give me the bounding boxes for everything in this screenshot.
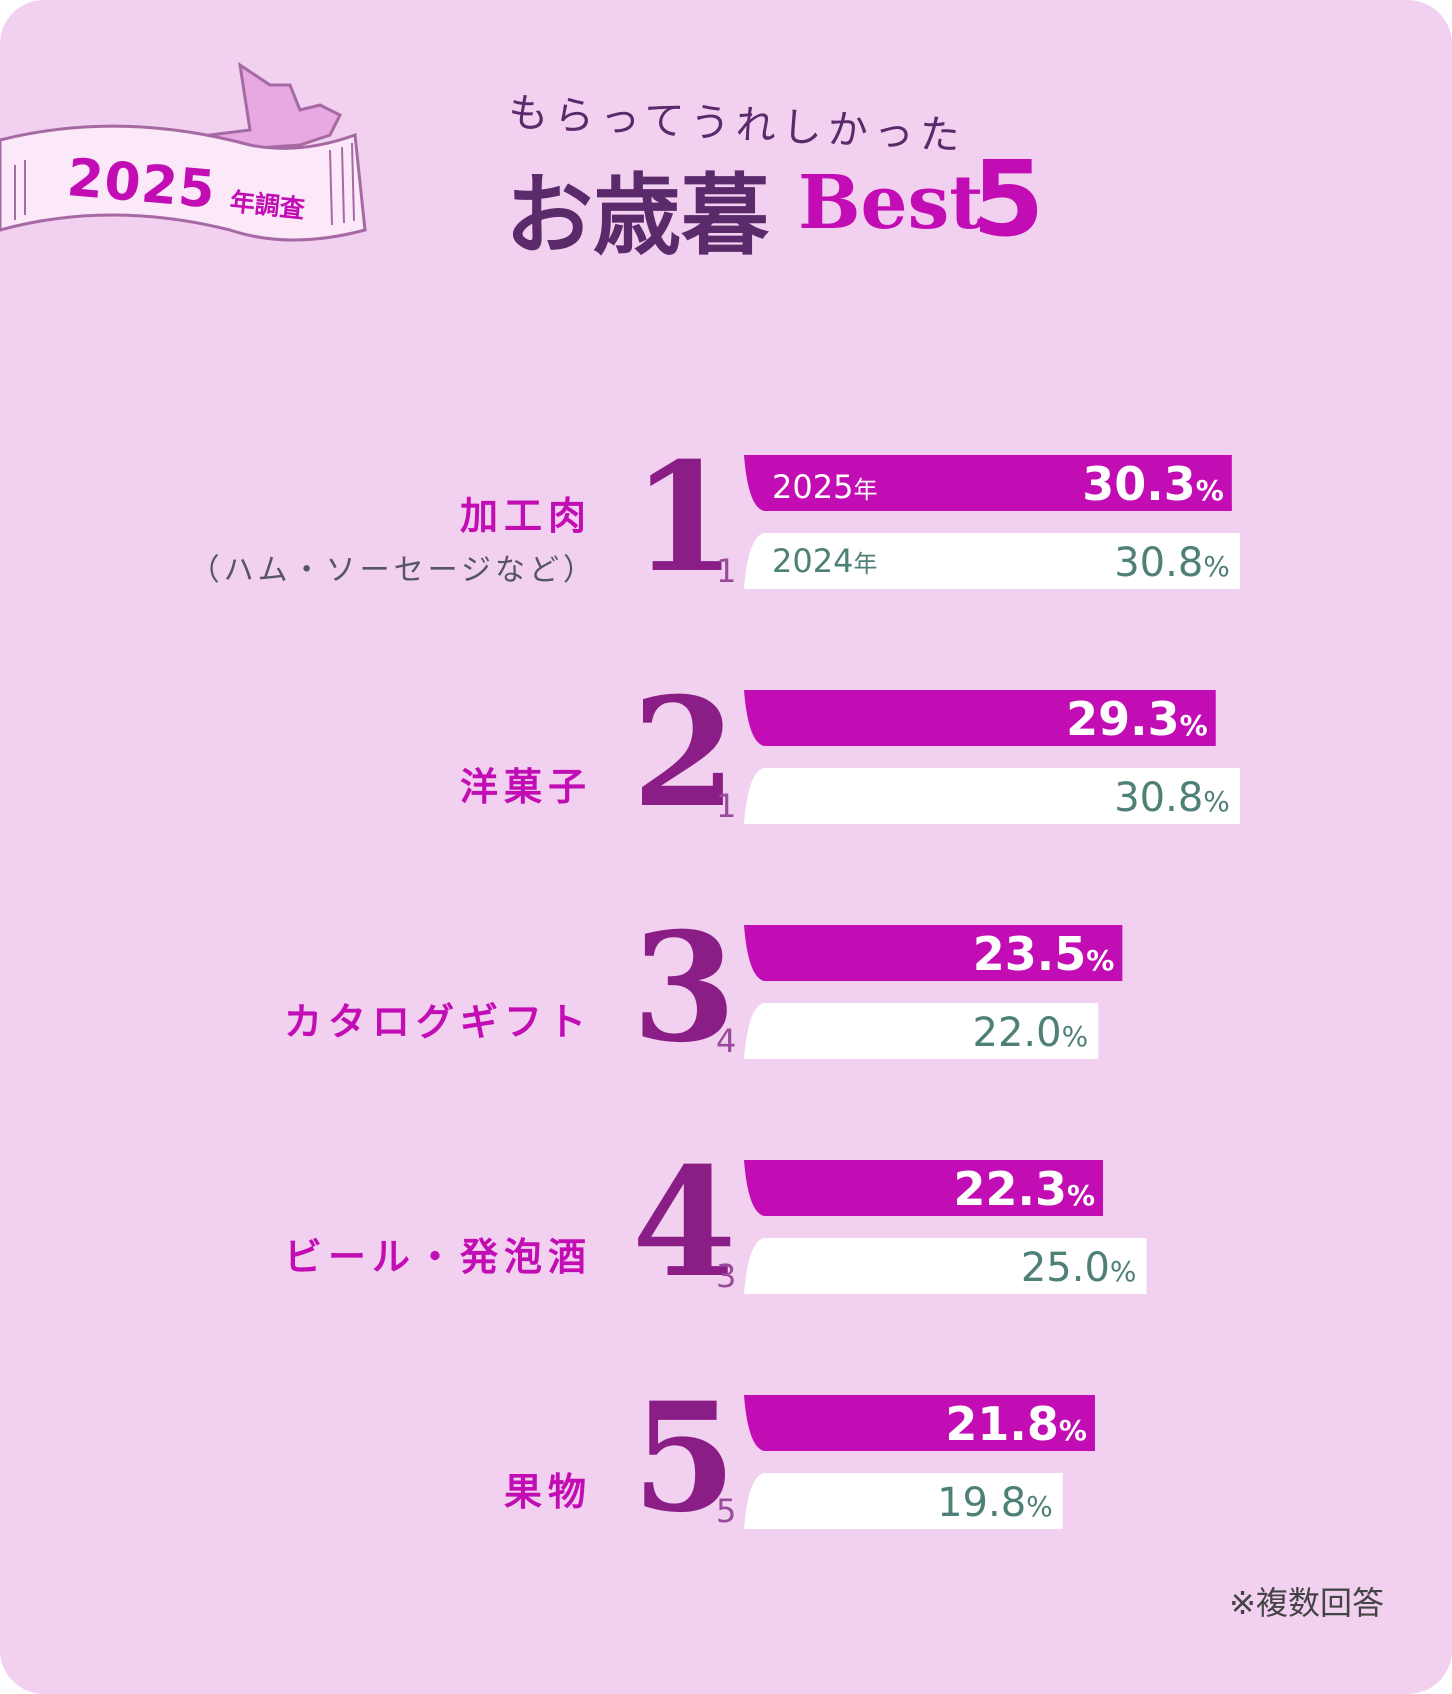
value-label-2025: 30.3% (1082, 453, 1224, 522)
category-label: 加工肉 (459, 494, 592, 538)
bar-pair (744, 455, 1240, 589)
legend-2025-suffix: 年 (853, 476, 878, 504)
value-label-2025-unit: % (1058, 1414, 1087, 1447)
value-label-2024-number: 19.8 (937, 1480, 1027, 1526)
legend-2025: 2025年 (772, 467, 877, 510)
rank-number: 1 (632, 430, 737, 606)
value-label-2025: 23.5% (973, 923, 1115, 992)
value-label-2024: 30.8% (1114, 535, 1230, 595)
bar-2025 (744, 1160, 1104, 1216)
bar-pair (744, 690, 1240, 824)
category-note: （ハム・ソーセージなど） (189, 553, 597, 588)
bar-2024 (744, 1003, 1099, 1059)
legend-2025-year: 2025 (772, 468, 854, 506)
title-best: Best (798, 160, 984, 246)
bar-pair (744, 1160, 1147, 1294)
value-label-2024: 25.0% (1021, 1240, 1137, 1300)
ranking-row: 果物 5 5 21.8% 19.8% (0, 1383, 1452, 1555)
category-label: カタログギフト (283, 1000, 592, 1044)
bar-2024 (744, 1238, 1147, 1294)
value-label-2025-unit: % (1179, 709, 1208, 742)
value-label-2025: 21.8% (945, 1393, 1087, 1462)
value-label-2025-number: 22.3 (953, 1162, 1067, 1216)
previous-rank: 5 (716, 1492, 737, 1530)
title-oseibo: お歳暮 (505, 164, 770, 267)
bar-pair (744, 925, 1123, 1059)
bar-2025 (744, 925, 1123, 981)
previous-rank: 3 (716, 1257, 737, 1295)
value-label-2025-number: 30.3 (1082, 457, 1196, 511)
value-label-2025-unit: % (1195, 474, 1224, 507)
value-label-2024-unit: % (1203, 550, 1230, 583)
title-five: 5 (972, 138, 1045, 260)
value-label-2025-unit: % (1066, 1179, 1096, 1212)
ranking-row: カタログギフト 3 4 23.5% 22.0% (0, 913, 1452, 1085)
bar-2024 (744, 533, 1240, 589)
legend-2024-suffix: 年 (853, 550, 878, 578)
category-label: 洋菓子 (459, 765, 592, 809)
bar-pair (744, 1395, 1095, 1529)
legend-2024: 2024年 (772, 541, 877, 584)
value-label-2024-unit: % (1061, 1020, 1089, 1053)
survey-year: 2025 (64, 148, 219, 221)
category-label: ビール・発泡酒 (283, 1235, 592, 1279)
rank-number: 3 (632, 900, 737, 1076)
previous-rank: 1 (716, 787, 737, 825)
value-label-2024-unit: % (1109, 1255, 1137, 1288)
rank-number: 4 (632, 1135, 737, 1311)
bar-2024 (744, 1473, 1063, 1529)
previous-rank: 4 (716, 1022, 737, 1060)
ribbon-banner-icon (0, 61, 367, 242)
ranking-row: ビール・発泡酒 4 3 22.3% 25.0% (0, 1148, 1452, 1320)
bar-2025 (744, 690, 1216, 746)
value-label-2025-number: 23.5 (972, 927, 1087, 981)
ranking-row: 洋菓子 2 1 29.3% 30.8% (0, 678, 1452, 850)
value-label-2025: 29.3% (1066, 688, 1208, 757)
value-label-2024: 22.0% (973, 1005, 1089, 1065)
rank-number: 2 (632, 665, 737, 841)
legend-2024-year: 2024 (772, 542, 854, 580)
rank-number: 5 (632, 1370, 737, 1546)
category-label: 果物 (503, 1470, 592, 1514)
value-label-2024-number: 22.0 (972, 1010, 1062, 1056)
value-label-2024-number: 25.0 (1020, 1245, 1110, 1291)
survey-suffix: 年調査 (228, 186, 307, 224)
value-label-2024-unit: % (1026, 1490, 1053, 1523)
bar-2024 (744, 768, 1240, 824)
value-label-2025: 22.3% (953, 1158, 1095, 1227)
bar-2025 (744, 455, 1232, 511)
value-label-2024: 30.8% (1114, 770, 1230, 830)
value-label-2025-unit: % (1086, 944, 1115, 977)
bar-2025 (744, 1395, 1095, 1451)
value-label-2024-number: 30.8 (1114, 540, 1204, 586)
value-label-2025-number: 21.8 (945, 1397, 1059, 1451)
value-label-2024: 19.8% (937, 1475, 1053, 1535)
footnote: ※複数回答 (1229, 1584, 1384, 1622)
ranking-row: 加工肉 （ハム・ソーセージなど） 1 1 30.3% 30.8% 2025年 2024年 (0, 443, 1452, 615)
value-label-2024-unit: % (1203, 785, 1230, 818)
value-label-2024-number: 30.8 (1114, 775, 1204, 821)
previous-rank: 1 (716, 552, 737, 590)
value-label-2025-number: 29.3 (1066, 692, 1180, 746)
